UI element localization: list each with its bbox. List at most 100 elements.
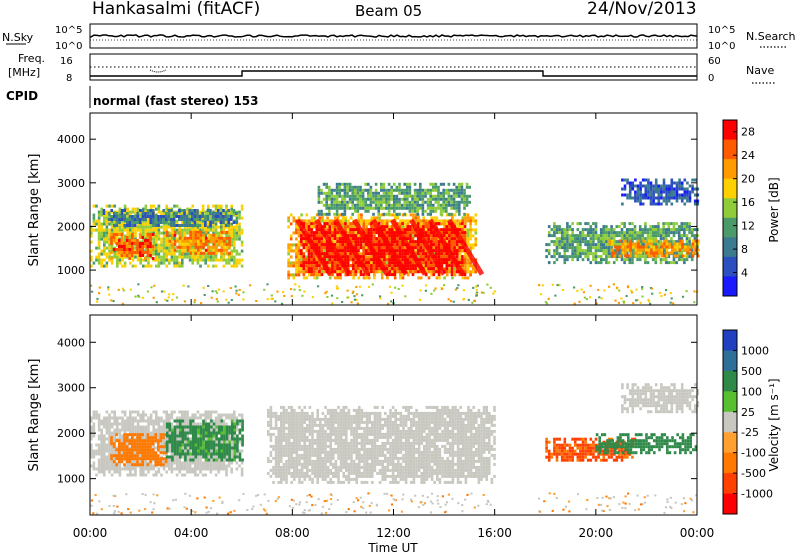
power-streak [409, 218, 447, 276]
freq-tick-top: 16 [60, 56, 73, 67]
scatter-region-4 [267, 405, 496, 484]
noise-cell [636, 299, 639, 302]
noise-cell [627, 492, 630, 495]
noise-cell [693, 301, 696, 304]
noise-cell [255, 300, 258, 302]
noise-cell [225, 298, 228, 301]
noise-cell [113, 510, 116, 513]
noise-cell [251, 508, 254, 511]
noise-cell [456, 287, 459, 290]
noise-cell [473, 299, 476, 302]
noise-cell [94, 494, 97, 496]
noise-cell [596, 497, 599, 499]
scatter-region-3 [165, 419, 244, 462]
noise-cell [537, 497, 541, 500]
colorbar-swatch [723, 330, 737, 351]
noise-cell [539, 510, 542, 513]
noise-cell [480, 291, 483, 294]
noise-cell [421, 494, 424, 497]
noise-cell [238, 289, 241, 291]
noise-cell [608, 497, 611, 500]
noise-cell [283, 294, 286, 297]
noise-cell [274, 500, 277, 503]
noise-cell [237, 293, 240, 296]
noise-cell [555, 497, 558, 500]
power-streak [314, 218, 352, 276]
colorbar-tick-label: 16 [741, 196, 755, 209]
noise-cell [625, 295, 628, 297]
noise-cell [387, 302, 390, 305]
noise-cell [317, 498, 320, 501]
noise-cell [362, 507, 365, 510]
noise-cell [647, 300, 651, 303]
noise-cell [292, 506, 295, 509]
noise-cell [409, 498, 413, 501]
power-streak [371, 218, 409, 276]
x-tick-label: 16:00 [477, 526, 512, 540]
noise-cell [658, 291, 662, 294]
noise-cell [419, 501, 422, 504]
noise-cell [401, 284, 404, 287]
power-heatmap [90, 178, 700, 305]
noise-cell [669, 301, 672, 304]
noise-cell [321, 505, 324, 508]
noise-cell [583, 296, 586, 299]
noise-cell [624, 507, 627, 510]
noise-cell [482, 494, 485, 496]
noise-cell [452, 300, 455, 303]
colorbar-swatch [723, 276, 737, 297]
power-streak [428, 218, 466, 276]
noise-cell [293, 288, 296, 291]
noise-cell [202, 286, 205, 289]
noise-cell [482, 291, 485, 294]
noise-cell [166, 507, 169, 510]
noise-cell [368, 504, 371, 507]
noise-cell [609, 497, 612, 500]
noise-cell [143, 508, 147, 511]
noise-cell [175, 296, 179, 299]
noise-cell [561, 289, 565, 291]
noise-cell [326, 296, 329, 298]
noise-cell [184, 492, 187, 495]
noise-cell [112, 494, 115, 497]
noise-cell [422, 504, 425, 506]
noise-cell [576, 493, 580, 496]
noise-cell [603, 289, 606, 292]
noise-cell [325, 290, 328, 293]
noise-cell [292, 499, 295, 502]
noise-cell [690, 499, 694, 502]
noise-cell [547, 297, 550, 300]
noise-cell [362, 501, 365, 504]
velocity-x-axis [89, 315, 698, 515]
colorbar-tick-label: -500 [741, 467, 766, 480]
noise-cell [352, 501, 355, 504]
noise-cell [493, 290, 496, 293]
noise-cell [475, 288, 478, 291]
noise-cell [355, 497, 358, 500]
noise-cell [166, 299, 169, 302]
noise-cell [233, 509, 236, 512]
noise-cell [144, 493, 147, 496]
noise-cell [252, 505, 255, 508]
noise-cell [477, 504, 480, 507]
noise-cell [196, 497, 199, 500]
x-tick-label: 12:00 [376, 526, 411, 540]
noise-cell [294, 283, 297, 286]
noise-cell [621, 506, 624, 509]
noise-cell [390, 300, 393, 303]
noise-cell [476, 291, 479, 294]
x-axis-title: Time UT [367, 541, 418, 554]
power-streak [295, 218, 333, 276]
noise-cell [346, 296, 349, 299]
noise-cell [447, 298, 450, 301]
noise-cell [108, 504, 111, 507]
noise-cell [643, 501, 647, 504]
noise-cell [221, 500, 224, 503]
noise-cell [350, 301, 353, 304]
noise-cell [91, 290, 94, 293]
y-tick-label: 2000 [57, 220, 85, 233]
power-streak [352, 218, 390, 276]
noise-cell [265, 512, 268, 515]
noise-cell [156, 494, 159, 497]
